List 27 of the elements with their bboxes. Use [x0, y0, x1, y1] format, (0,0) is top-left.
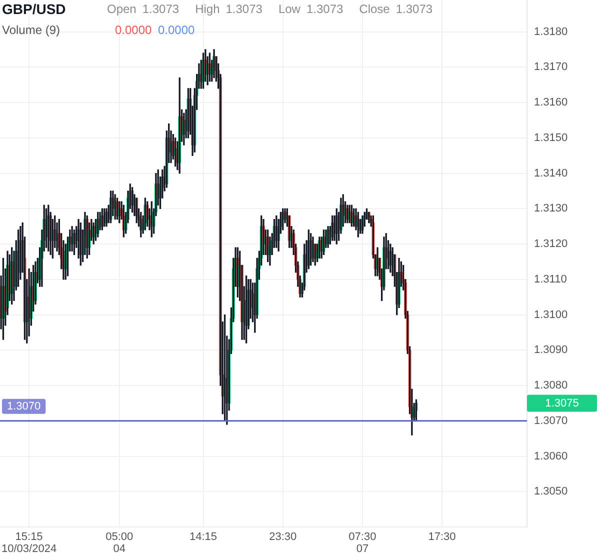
y-tick-label: 1.3180: [534, 26, 568, 38]
y-tick-label: 1.3150: [534, 132, 568, 144]
y-tick-label: 1.3060: [534, 450, 568, 462]
y-tick-label: 1.3130: [534, 202, 568, 215]
text: Open 1.3073 High 1.3073 Low 1.3073 Close 1.3073: [107, 2, 433, 16]
y-tick-label: 1.3080: [534, 380, 568, 392]
annotation: 0.0000: [115, 22, 153, 36]
y-tick-label: 1.3120: [534, 238, 568, 250]
y-tick-label: 1.3110: [534, 273, 567, 286]
text: 1.3075: [545, 398, 579, 410]
x-tick-label: 07:30 07: [348, 531, 376, 556]
y-tick-label: 1.3140: [534, 167, 568, 180]
ref-line-label: 1.3070: [7, 400, 41, 412]
y-tick-label: 1.3160: [534, 96, 568, 109]
y-tick-label: 1.3100: [534, 308, 568, 321]
annotation: Volume (9): [2, 22, 62, 36]
x-tick-label: 05:00 04: [106, 531, 134, 556]
annotation: 0.0000: [158, 22, 195, 36]
x-tick-label: 17:30: [428, 531, 456, 544]
x-tick-label: 14:15: [190, 531, 218, 544]
x-tick-label: 23:30: [269, 531, 297, 544]
x-tick-label: 15:15 10/03/2024: [2, 531, 57, 556]
y-tick-label: 1.3050: [534, 486, 568, 498]
y-tick-label: 1.3070: [534, 414, 568, 427]
y-tick-label: 1.3170: [534, 61, 568, 74]
chart-title: GBP/USD: [2, 0, 67, 16]
y-tick-label: 1.3090: [534, 344, 568, 356]
